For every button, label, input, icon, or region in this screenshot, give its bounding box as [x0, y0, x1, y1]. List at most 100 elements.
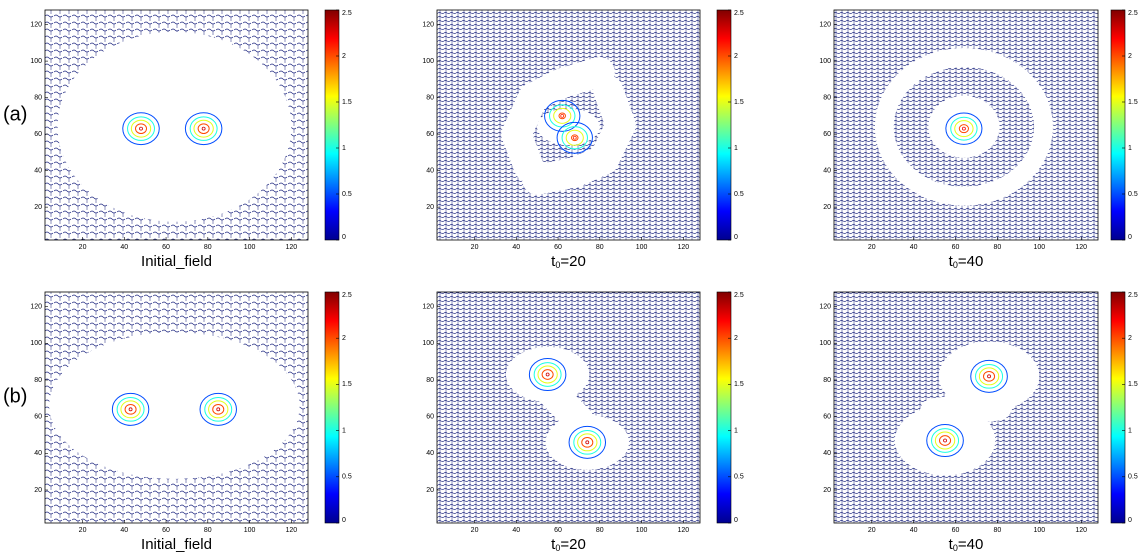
y-tick-label: 20: [823, 204, 831, 211]
x-axis-label-part: =20: [560, 536, 585, 553]
colorbar-tick-label: 2: [734, 335, 738, 342]
y-tick-label: 120: [819, 304, 831, 311]
colorbar-tick-label: 2.5: [734, 292, 744, 299]
x-tick-label: 40: [120, 527, 128, 534]
y-tick-label: 100: [819, 340, 831, 347]
contour-line: [950, 116, 978, 141]
contour-line: [975, 364, 1004, 389]
x-tick-label: 40: [910, 527, 918, 534]
y-tick-label: 40: [34, 167, 42, 174]
clear-region: [538, 379, 594, 436]
colorbar: [1110, 9, 1126, 241]
x-axis-label-part: 0: [953, 260, 958, 270]
contour-line: [939, 435, 952, 446]
contour-line: [568, 425, 607, 459]
y-tick-label: 60: [426, 131, 434, 138]
y-tick-label: 100: [30, 340, 42, 347]
vortex-peak: [585, 440, 590, 445]
y-tick-label: 20: [34, 204, 42, 211]
panel: 20 40 60 80 100 12020406080100120Initial_fiel…: [30, 291, 352, 553]
colorbar-tick-label: 2.5: [1128, 292, 1138, 299]
colorbar-tick-label: 1: [734, 427, 738, 434]
colorbar-tick-label: 2: [1128, 335, 1132, 342]
x-tick-label: 20: [471, 244, 479, 251]
y-tick-label: 40: [823, 167, 831, 174]
contour-line: [184, 112, 223, 146]
contour-line: [945, 112, 983, 145]
colorbar-tick-label: 0: [1128, 234, 1132, 241]
clear-region: [501, 57, 615, 182]
x-axis-label: t0=20: [551, 253, 586, 270]
colorbar-tick-label: 2.5: [342, 292, 352, 299]
axes-frame: [833, 291, 1099, 524]
colorbar: [324, 291, 340, 524]
contour-line: [197, 123, 210, 134]
x-axis-label-part: =40: [958, 253, 983, 270]
y-tick-label: 20: [34, 487, 42, 494]
axes-frame: [44, 291, 309, 524]
contour-line: [120, 400, 141, 419]
colorbar-tick-label: 0: [1128, 517, 1132, 524]
colorbar-tick-label: 1: [342, 145, 346, 152]
colorbar: [324, 9, 340, 241]
x-tick-label: 20: [79, 527, 87, 534]
y-tick-label: 40: [426, 450, 434, 457]
y-tick-label: 120: [422, 304, 434, 311]
colorbar-tick-label: 0.5: [1128, 191, 1138, 198]
y-tick-label: 40: [823, 450, 831, 457]
x-axis-label-part: t: [949, 253, 954, 270]
contour-line: [565, 129, 584, 146]
x-tick-label: 40: [512, 244, 520, 251]
clear-region: [49, 332, 300, 479]
x-tick-label: 100: [244, 527, 256, 534]
y-tick-label: 60: [426, 414, 434, 421]
x-tick-label: 80: [596, 244, 604, 251]
panel: 20 40 60 80 100 12020406080100120t0=2000.511.…: [422, 9, 744, 270]
y-tick-label: 80: [823, 377, 831, 384]
contour-line: [577, 433, 598, 452]
colorbar: [716, 9, 732, 241]
x-tick-label: 100: [636, 244, 648, 251]
colorbar-tick-label: 2.5: [1128, 10, 1138, 17]
contour-line: [544, 99, 581, 132]
contour-line: [127, 116, 155, 141]
colorbar-tick-label: 0.5: [734, 474, 744, 481]
x-tick-label: 100: [1033, 244, 1045, 251]
panel: 20 40 60 80 100 12020406080100120t0=2000.511.…: [422, 291, 744, 553]
contour-line: [189, 116, 218, 141]
contour-line: [958, 124, 969, 134]
contour-line: [130, 119, 152, 138]
y-tick-label: 60: [34, 131, 42, 138]
vortex-peak: [216, 407, 221, 412]
colorbar-tick-label: 2.5: [342, 10, 352, 17]
x-tick-label: 80: [994, 527, 1002, 534]
colorbar: [716, 291, 732, 524]
x-tick-label: 120: [1075, 244, 1087, 251]
clear-region: [919, 390, 1013, 428]
y-tick-label: 80: [34, 94, 42, 101]
x-tick-label: 120: [677, 527, 689, 534]
colorbar: [1110, 291, 1126, 524]
contour-line: [193, 119, 214, 138]
contour-line: [212, 403, 225, 415]
y-tick-label: 80: [34, 377, 42, 384]
contour-line: [931, 428, 960, 453]
contour-line: [571, 134, 579, 142]
axes-frame: [44, 9, 309, 241]
x-tick-label: 120: [285, 244, 297, 251]
contour-line: [199, 392, 237, 426]
contour-line: [934, 431, 956, 450]
x-axis-label: t0=40: [949, 536, 984, 553]
contour-line: [926, 423, 964, 458]
y-tick-label: 20: [426, 204, 434, 211]
contour-line: [553, 107, 572, 124]
x-tick-label: 100: [244, 244, 256, 251]
x-tick-label: 20: [868, 244, 876, 251]
contour-line: [541, 369, 554, 380]
vortex-peak: [201, 126, 206, 131]
contour-line: [581, 436, 594, 448]
colorbar-tick-label: 2: [342, 53, 346, 60]
contour-line: [556, 121, 593, 154]
vortex-peak: [128, 407, 133, 412]
